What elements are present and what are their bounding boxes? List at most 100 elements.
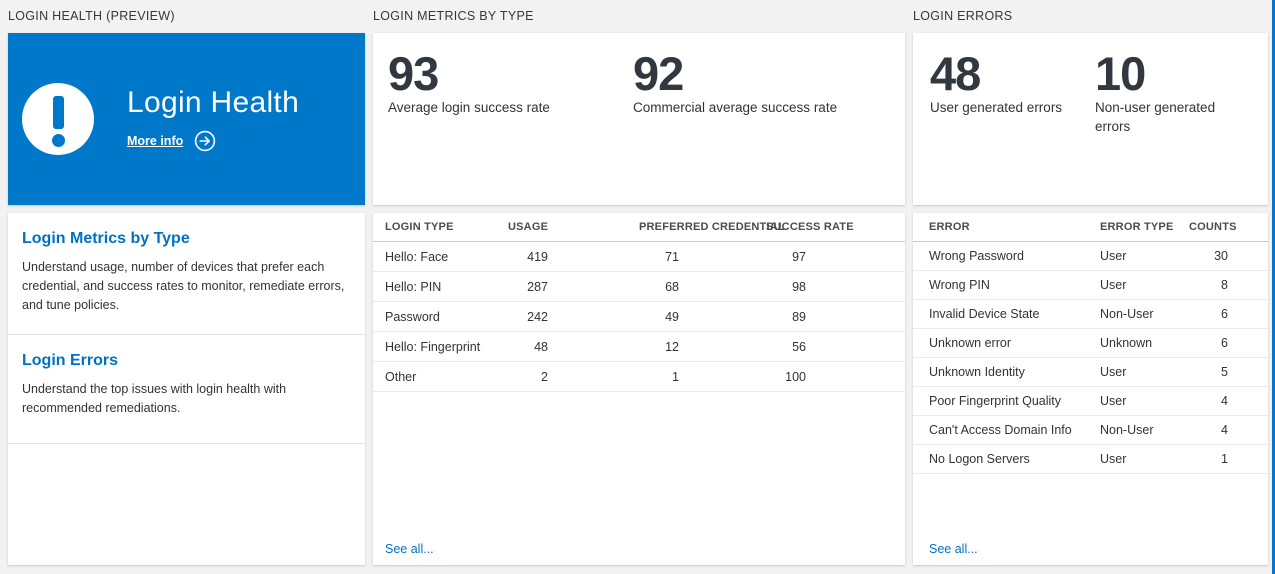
column-header: ERROR TYPE (1100, 221, 1174, 233)
cell: 4 (1221, 423, 1228, 437)
stat-value: 48 (930, 47, 981, 100)
panel-login-health: LOGIN HEALTH (PREVIEW) Login Health More… (8, 0, 365, 574)
section-description-login-errors: Understand the top issues with login hea… (22, 382, 287, 415)
stat-commercial-average: 92 Commercial average success rate (633, 49, 895, 118)
stat-value: 92 (633, 47, 684, 100)
login-errors-table: ERROR ERROR TYPE COUNTS Wrong Password User 3… (913, 213, 1268, 474)
column-header: USAGE (508, 221, 549, 233)
stat-label: Average login success rate (388, 100, 550, 116)
section-title-login-metrics[interactable]: Login Metrics by Type (22, 230, 190, 247)
table-row: Hello: Face 419 71 97 (373, 242, 905, 272)
cell: User (1100, 365, 1127, 379)
stat-average-success: 93 Average login success rate (388, 49, 633, 118)
cell: 419 (527, 249, 548, 264)
cell: Non-User (1100, 307, 1154, 321)
cell: Non-User (1100, 423, 1154, 437)
login-metrics-table: LOGIN TYPE USAGE PREFERRED CREDENTIAL SUCCE… (373, 213, 905, 392)
table-row: Invalid Device State Non-User 6 (913, 300, 1268, 329)
stat-user-errors: 48 User generated errors (930, 49, 1095, 136)
table-row: Hello: PIN 287 68 98 (373, 272, 905, 302)
cell: 287 (527, 279, 548, 294)
section-description-login-metrics: Understand usage, number of devices that… (22, 260, 345, 312)
cell: User (1100, 278, 1127, 292)
cell: Unknown error (929, 336, 1011, 350)
panel-login-errors: LOGIN ERRORS 48 User generated errors 10… (913, 0, 1268, 574)
column-header: LOGIN TYPE (385, 221, 454, 233)
section-title-login-errors[interactable]: Login Errors (22, 352, 119, 369)
table-header-row: LOGIN TYPE USAGE PREFERRED CREDENTIAL SUCCE… (373, 213, 905, 242)
column-header: PREFERRED CREDENTIAL (639, 221, 785, 233)
table-row: Can't Access Domain Info Non-User 4 (913, 416, 1268, 445)
cell: 89 (792, 309, 806, 324)
stat-value: 93 (388, 47, 439, 100)
panel-login-metrics-by-type: LOGIN METRICS BY TYPE 93 Average login s… (373, 0, 905, 574)
report-sections-card: Login Metrics by Type Understand usage, … (8, 213, 365, 565)
more-info-link[interactable]: More info (127, 133, 184, 148)
stat-value: 10 (1095, 47, 1146, 100)
exclamation-icon (22, 83, 94, 155)
cell: Wrong PIN (929, 278, 990, 292)
column-header: COUNTS (1189, 221, 1237, 233)
cell: No Logon Servers (929, 452, 1030, 466)
cell: 49 (665, 309, 679, 324)
cell: 30 (1214, 249, 1228, 263)
tile-title: Login Health (127, 86, 300, 120)
cell: 6 (1221, 336, 1228, 350)
cell: User (1100, 452, 1127, 466)
table-row: Unknown Identity User 5 (913, 358, 1268, 387)
panel-title-login-errors: LOGIN ERRORS (913, 9, 1013, 23)
table-row: Hello: Fingerprint 48 12 56 (373, 332, 905, 362)
see-all-link-errors[interactable]: See all... (929, 542, 978, 556)
cell: User (1100, 249, 1127, 263)
cell: 2 (541, 369, 548, 384)
column-header: SUCCESS RATE (766, 221, 854, 233)
errors-stats-card: 48 User generated errors 10 Non-user gen… (913, 33, 1268, 205)
table-row: Wrong PIN User 8 (913, 271, 1268, 300)
cell: 8 (1221, 278, 1228, 292)
section-login-errors[interactable]: Login Errors Understand the top issues w… (8, 335, 365, 444)
stat-label: Non-user generated errors (1095, 100, 1216, 134)
metrics-table-card: LOGIN TYPE USAGE PREFERRED CREDENTIAL SUCCE… (373, 213, 905, 565)
panel-title-login-health: LOGIN HEALTH (PREVIEW) (8, 9, 175, 23)
table-row: No Logon Servers User 1 (913, 445, 1268, 474)
table-row: Password 242 49 89 (373, 302, 905, 332)
cell: 48 (534, 339, 548, 354)
cell: Unknown (1100, 336, 1153, 350)
cell: Hello: PIN (385, 279, 442, 294)
table-row: Other 2 1 100 (373, 362, 905, 392)
cell: Hello: Face (385, 249, 449, 264)
cell: User (1100, 394, 1127, 408)
cell: Wrong Password (929, 249, 1024, 263)
cell: 5 (1221, 365, 1228, 379)
arrow-right-circle-icon (195, 130, 216, 151)
table-row: Wrong Password User 30 (913, 242, 1268, 271)
panel-title-login-metrics: LOGIN METRICS BY TYPE (373, 9, 534, 23)
cell: 68 (665, 279, 679, 294)
metrics-stats-card: 93 Average login success rate 92 Commerc… (373, 33, 905, 205)
cell: 98 (792, 279, 806, 294)
stat-non-user-errors: 10 Non-user generated errors (1095, 49, 1258, 136)
cell: 1 (1221, 452, 1228, 466)
cell: 56 (792, 339, 806, 354)
login-health-tile[interactable]: Login Health More info (8, 33, 365, 205)
cell: 12 (665, 339, 679, 354)
column-header: ERROR (929, 221, 970, 233)
see-all-link-metrics[interactable]: See all... (385, 542, 434, 556)
cell: 1 (672, 369, 679, 384)
errors-table-card: ERROR ERROR TYPE COUNTS Wrong Password User 3… (913, 213, 1268, 565)
cell: 71 (665, 249, 679, 264)
cell: Can't Access Domain Info (929, 423, 1072, 437)
cell: 6 (1221, 307, 1228, 321)
cell: Hello: Fingerprint (385, 339, 481, 354)
cell: 97 (792, 249, 806, 264)
cell: Unknown Identity (929, 365, 1025, 379)
cell: Poor Fingerprint Quality (929, 394, 1062, 408)
table-header-row: ERROR ERROR TYPE COUNTS (913, 213, 1268, 242)
tile-text: Login Health More info (127, 86, 299, 152)
section-login-metrics-by-type[interactable]: Login Metrics by Type Understand usage, … (8, 213, 365, 335)
table-row: Poor Fingerprint Quality User 4 (913, 387, 1268, 416)
cell: 4 (1221, 394, 1228, 408)
cell: Password (385, 309, 440, 324)
cell: Invalid Device State (929, 307, 1040, 321)
